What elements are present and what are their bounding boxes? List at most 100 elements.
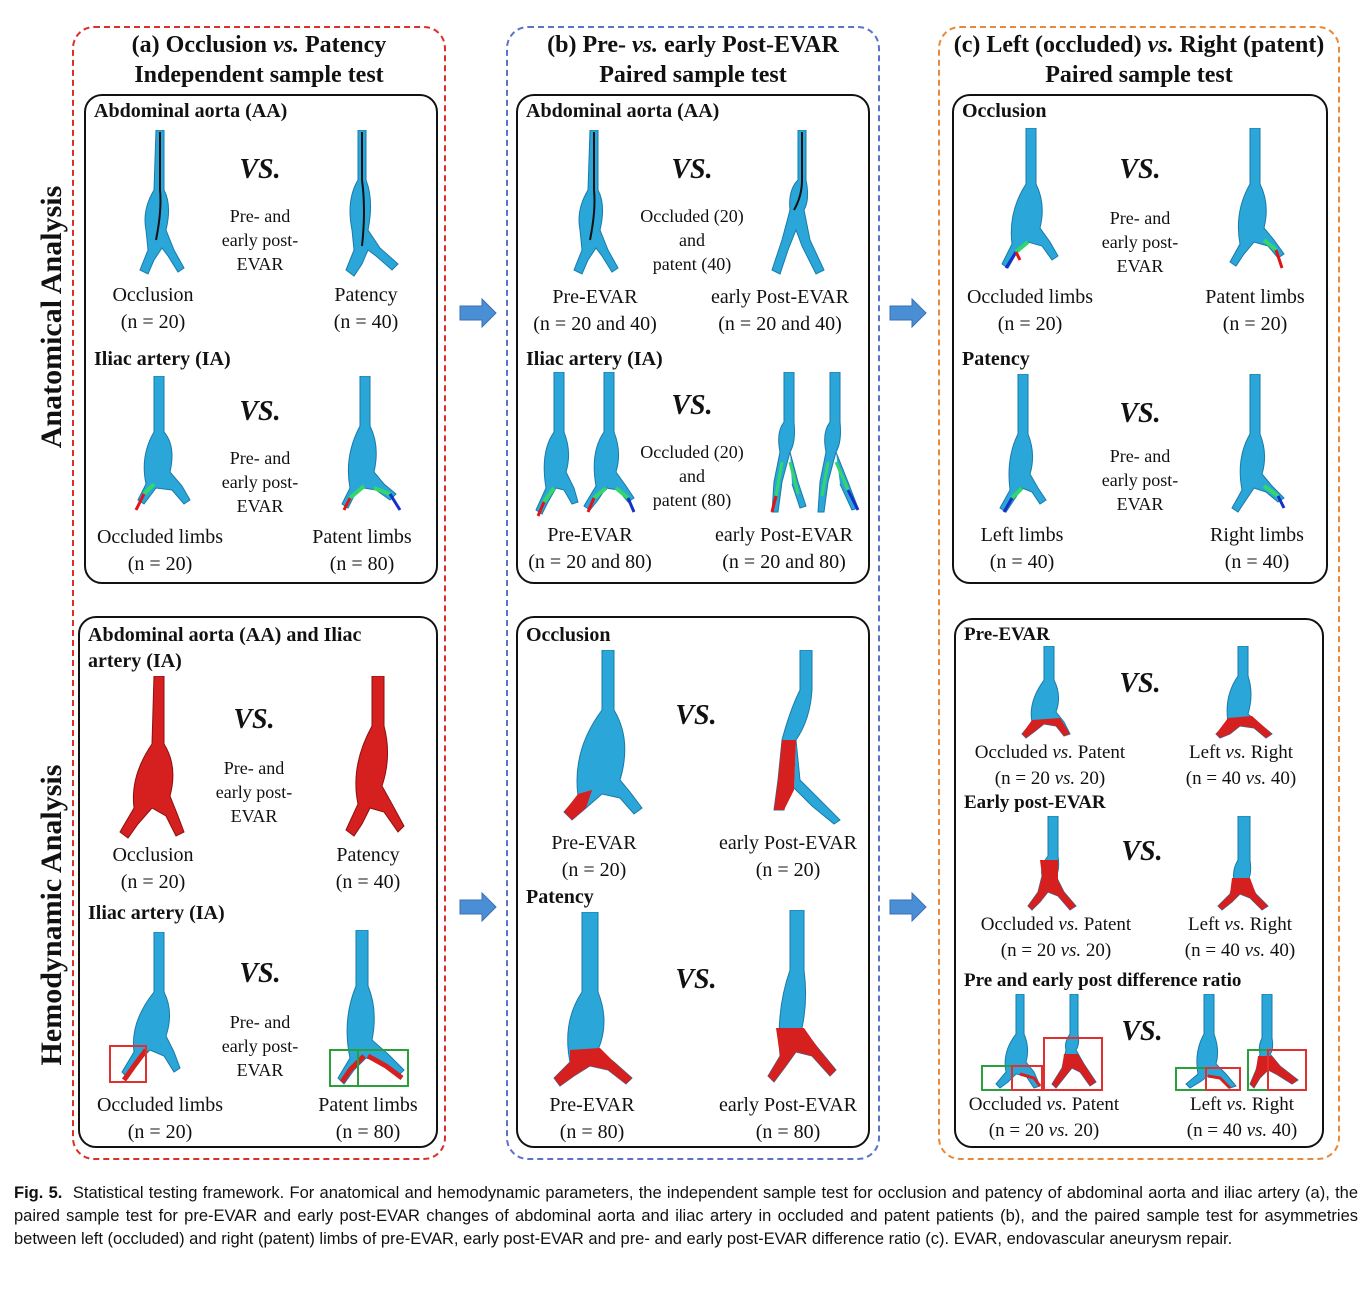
condition-line: Pre- and	[223, 758, 285, 778]
figure-caption-label: Fig. 5.	[14, 1184, 63, 1202]
c-anat-pat-condition: Pre- and early post- EVAR	[1102, 444, 1178, 516]
c-hemo-pre-vs: VS.	[1119, 668, 1161, 699]
condition-line: early post-	[221, 1036, 299, 1056]
c-anat-occ-right-label: Patent limbs (n = 20)	[1205, 286, 1305, 335]
condition-line: and	[679, 466, 705, 486]
column-b-title-line1: (b) Pre- vs. early Post-EVAR	[547, 32, 839, 58]
arrow-right-icon	[889, 892, 927, 922]
c-hemo-pre-left-label: Occluded vs. Patent (n = 20 vs. 20)	[974, 742, 1126, 789]
c-anat-pat-left-label: Left limbs (n = 40)	[980, 524, 1064, 573]
b-hemo-pat-right-label: early Post-EVAR (n = 80)	[719, 1094, 857, 1143]
b-anat-ia-condition: Occluded (20) and patent (80)	[640, 440, 743, 512]
hemodynamic-iliac-occluded-vessel	[109, 932, 181, 1083]
c-hemo-diff-vs: VS.	[1121, 1016, 1163, 1047]
pre-evar-occlusion-flow-vessel	[563, 650, 643, 821]
pre-evar-occluded-flow-vessel	[1021, 646, 1071, 739]
patent-limb-vessel	[1229, 128, 1285, 269]
condition-line: early post-	[215, 782, 293, 802]
iliac-patent-vessel	[341, 376, 402, 511]
c-hemo-pre-right-label: Left vs. Right (n = 40 vs. 40)	[1185, 742, 1297, 789]
pre-evar-patency-flow-vessel	[553, 912, 633, 1087]
c-hemo-early-left-label: Occluded vs. Patent (n = 20 vs. 20)	[980, 914, 1132, 961]
c-hemo-early-right-label: Left vs. Right (n = 40 vs. 40)	[1184, 914, 1296, 961]
b-anat-aa-title: Abdominal aorta (AA)	[526, 100, 720, 122]
column-b-title: (b) Pre- vs. early Post-EVAR Paired samp…	[510, 30, 876, 90]
c-hemo-diff-left-label: Occluded vs. Patent (n = 20 vs. 20)	[968, 1094, 1120, 1141]
figure-caption-text: Statistical testing framework. For anato…	[14, 1184, 1359, 1248]
condition-line: early post-	[221, 230, 299, 250]
diff-ratio-left-right-vessel-pair	[1175, 994, 1307, 1091]
condition-line: Pre- and	[1109, 446, 1171, 466]
c-hemo-pre-title: Pre-EVAR	[964, 624, 1050, 645]
aorta-centerline-occlusion-vessel	[139, 130, 185, 275]
side-label-hemodynamic: Hemodynamic Analysis	[35, 764, 68, 1066]
early-post-evar-right-flow-vessel	[1217, 816, 1269, 911]
condition-line: early post-	[1101, 232, 1179, 252]
c-hemo-diff-right-label: Left vs. Right (n = 40 vs. 40)	[1186, 1094, 1298, 1141]
b-anat-aa-left-label: Pre-EVAR (n = 20 and 40)	[533, 286, 657, 335]
condition-line: Pre- and	[229, 1012, 291, 1032]
a-anat-ia-title: Iliac artery (IA)	[94, 348, 231, 370]
c-hemo-early-vs: VS.	[1121, 836, 1163, 867]
b-anat-aa-condition: Occluded (20) and patent (40)	[640, 204, 743, 276]
occluded-limb-vessel	[1001, 128, 1059, 269]
arrow-right-icon	[459, 892, 497, 922]
post-evar-occlusion-flow-vessel	[773, 650, 841, 825]
column-a-title-line2: Independent sample test	[134, 62, 384, 88]
b-hemo-occ-title: Occlusion	[526, 624, 611, 646]
column-a-title: (a) Occlusion vs. Patency Independent sa…	[76, 30, 442, 90]
b-anat-aa-vs: VS.	[671, 154, 713, 185]
post-evar-iliac-pair-vessel	[770, 372, 860, 513]
a-hemo-aa-vs: VS.	[233, 704, 275, 735]
a-hemo-ia-vs: VS.	[239, 958, 281, 989]
c-anat-occ-vs: VS.	[1119, 154, 1161, 185]
figure-caption: Fig. 5. Statistical testing framework. F…	[14, 1182, 1358, 1251]
a-anat-ia-vs: VS.	[239, 396, 281, 427]
condition-line: patent (40)	[652, 254, 732, 274]
a-anat-ia-condition: Pre- and early post- EVAR	[222, 446, 298, 518]
b-anat-ia-right-label: early Post-EVAR (n = 20 and 80)	[715, 524, 853, 573]
right-limb-vessel	[1231, 374, 1286, 513]
column-b-border	[506, 26, 880, 1160]
left-limb-vessel	[999, 374, 1047, 513]
iliac-occluded-vessel	[134, 376, 191, 511]
c-anat-pat-right-label: Right limbs (n = 40)	[1210, 524, 1304, 573]
condition-line: early post-	[221, 472, 299, 492]
hemodynamic-iliac-patent-vessel	[329, 930, 409, 1087]
a-hemo-aa-title-line1: Abdominal aorta (AA) and Iliac	[88, 624, 362, 646]
b-anat-ia-left-label: Pre-EVAR (n = 20 and 80)	[528, 524, 652, 573]
a-hemo-aa-left-label: Occlusion (n = 20)	[112, 844, 194, 893]
c-anat-occ-left-label: Occluded limbs (n = 20)	[966, 286, 1094, 335]
panel-b-anatomical	[516, 94, 870, 584]
a-anat-aa-vs: VS.	[239, 154, 281, 185]
a-anat-aa-left-label: Occlusion (n = 20)	[112, 284, 194, 333]
a-hemo-ia-left-label: Occluded limbs (n = 20)	[96, 1094, 224, 1143]
c-hemo-diff-title: Pre and early post difference ratio	[964, 970, 1242, 991]
b-hemo-pat-left-label: Pre-EVAR (n = 80)	[549, 1094, 635, 1143]
hemodynamic-patency-red-vessel	[345, 676, 405, 837]
a-anat-ia-left-label: Occluded limbs (n = 20)	[96, 526, 224, 575]
diff-ratio-occluded-vessel-pair	[981, 994, 1103, 1091]
b-hemo-pat-vs: VS.	[675, 964, 717, 995]
c-anat-pat-title: Patency	[962, 348, 1030, 370]
hemodynamic-occlusion-red-vessel	[119, 676, 185, 839]
c-hemo-early-title: Early post-EVAR	[964, 792, 1106, 813]
column-a-title-line1: (a) Occlusion vs. Patency	[131, 32, 387, 58]
a-anat-ia-right-label: Patent limbs (n = 80)	[312, 526, 412, 575]
condition-line: EVAR	[236, 496, 284, 516]
c-anat-occ-title: Occlusion	[962, 100, 1047, 122]
b-hemo-occ-vs: VS.	[675, 700, 717, 731]
a-hemo-ia-right-label: Patent limbs (n = 80)	[318, 1094, 418, 1143]
condition-line: EVAR	[236, 1060, 284, 1080]
column-a-border	[72, 26, 446, 1160]
b-anat-ia-vs: VS.	[671, 390, 713, 421]
pre-evar-right-flow-vessel	[1215, 646, 1273, 739]
condition-line: Occluded (20)	[640, 206, 744, 226]
arrow-right-icon	[459, 298, 497, 328]
a-anat-aa-right-label: Patency (n = 40)	[333, 284, 399, 333]
column-c-title-line1: (c) Left (occluded) vs. Right (patent)	[953, 32, 1325, 58]
panel-b-hemodynamic	[516, 616, 870, 1148]
panel-c-hemodynamic	[954, 618, 1324, 1148]
a-anat-aa-condition: Pre- and early post- EVAR	[222, 204, 298, 276]
post-evar-aorta-vessel	[771, 130, 825, 275]
